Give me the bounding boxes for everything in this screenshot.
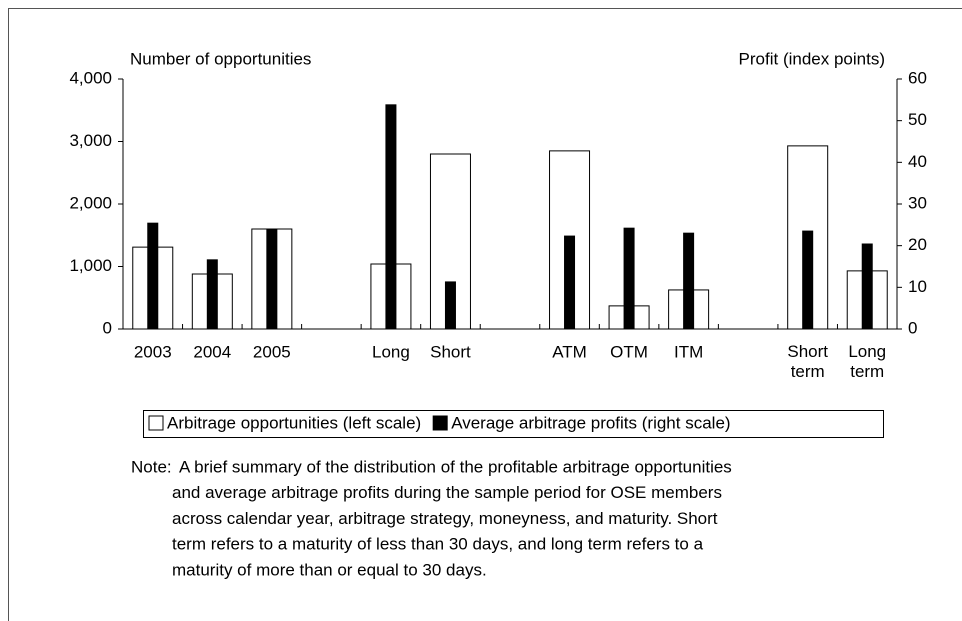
y2-axis-title: Profit (index points) — [739, 49, 885, 68]
y-tick-label: 3,000 — [69, 131, 112, 150]
bar — [802, 230, 814, 330]
note-label: Note: — [131, 457, 172, 476]
x-tick-label: Long term — [848, 342, 886, 381]
x-tick-label: Short term — [787, 342, 828, 381]
frame — [8, 8, 962, 621]
y2-tick-label: 40 — [908, 152, 927, 171]
y2-tick-label: 30 — [908, 193, 927, 212]
bar — [623, 227, 635, 330]
y2-tick-label: 60 — [908, 68, 927, 87]
note-line: across calendar year, arbitrage strategy… — [172, 509, 718, 528]
y2-tick-label: 0 — [908, 318, 917, 337]
y2-tick-label: 20 — [908, 235, 927, 254]
y-axis-title: Number of opportunities — [130, 49, 311, 68]
bar — [861, 243, 873, 330]
note-line: term refers to a maturity of less than 3… — [172, 535, 704, 554]
y-tick-label: 2,000 — [69, 193, 112, 212]
legend-label: Arbitrage opportunities (left scale) — [167, 413, 421, 432]
bar — [206, 259, 218, 330]
y2-tick-label: 50 — [908, 110, 927, 129]
legend-swatch — [432, 415, 448, 431]
x-tick-label: ATM — [552, 342, 587, 361]
y-tick-label: 1,000 — [69, 256, 112, 275]
x-tick-label: ITM — [674, 342, 703, 361]
bar — [444, 281, 456, 330]
legend-box — [143, 410, 884, 438]
bar — [266, 228, 278, 330]
note-line: A brief summary of the distribution of t… — [179, 457, 732, 476]
note-line: and average arbitrage profits during the… — [172, 483, 722, 502]
y-tick-label: 0 — [103, 318, 112, 337]
x-tick-label: 2004 — [193, 342, 231, 361]
x-tick-label: 2005 — [253, 342, 291, 361]
x-tick-label: Long — [372, 342, 410, 361]
x-tick-label: 2003 — [134, 342, 172, 361]
legend-label: Average arbitrage profits (right scale) — [451, 413, 730, 432]
legend-swatch — [148, 415, 164, 431]
bar — [564, 235, 576, 330]
note-line: maturity of more than or equal to 30 day… — [172, 560, 487, 579]
bar — [683, 232, 695, 330]
y2-tick-label: 10 — [908, 277, 927, 296]
x-tick-label: OTM — [610, 342, 648, 361]
x-tick-label: Short — [430, 342, 471, 361]
bar — [385, 104, 397, 330]
bar — [147, 222, 159, 330]
y-tick-label: 4,000 — [69, 68, 112, 87]
